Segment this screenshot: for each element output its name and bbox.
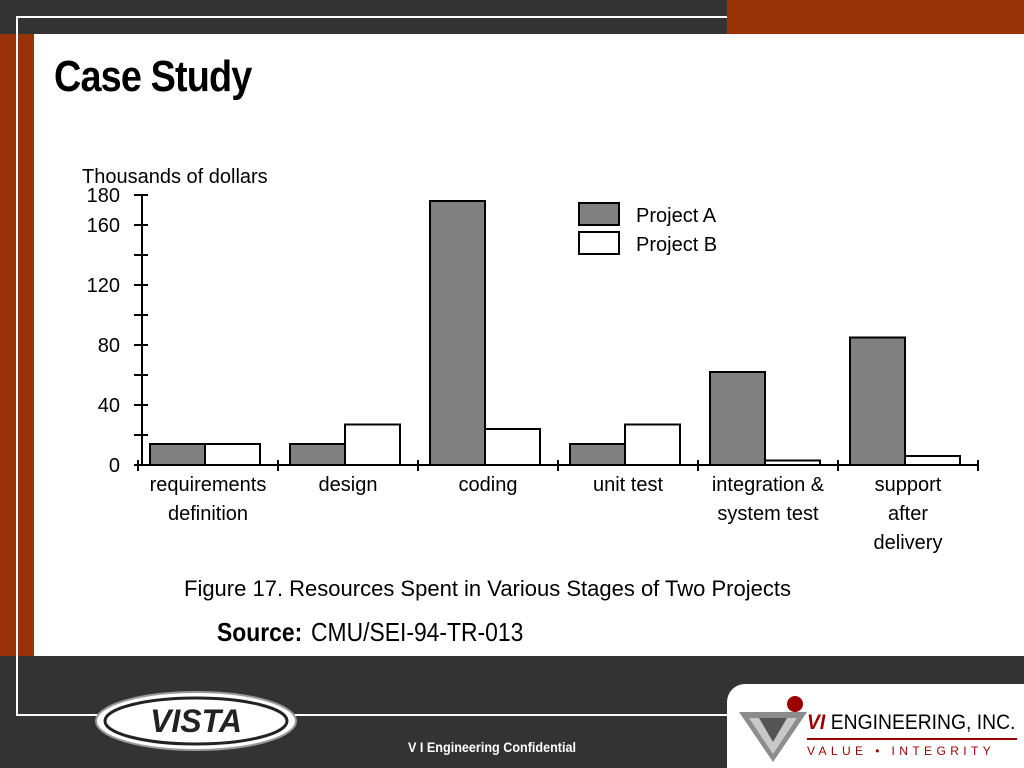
bar-project-a	[709, 371, 766, 466]
frame-line-left	[16, 16, 18, 716]
vi-triangle-icon	[739, 696, 807, 762]
vi-name-strong: VI	[807, 711, 826, 734]
bar-project-b	[344, 423, 401, 466]
bar-project-b	[624, 423, 681, 466]
x-category-label: integration &	[712, 474, 825, 496]
bar-project-a	[149, 443, 206, 466]
source-citation: Source: CMU/SEI-94-TR-013	[217, 617, 523, 648]
footer-confidential: V I Engineering Confidential	[408, 739, 577, 755]
vista-logo: VISTA	[95, 691, 297, 751]
vi-company-name: VI ENGINEERING, INC.	[807, 711, 1015, 735]
vista-logo-text: VISTA	[150, 703, 242, 739]
x-category-label: delivery	[874, 532, 943, 554]
legend-swatch	[578, 202, 620, 226]
source-text: CMU/SEI-94-TR-013	[310, 617, 524, 647]
resources-bar-chart: Thousands of dollars 0 40 80 120 160 180 requir…	[82, 166, 979, 601]
bar-project-b	[204, 443, 261, 466]
y-tick-label: 160	[87, 215, 120, 237]
source-label: Source:	[217, 617, 303, 647]
vi-tagline: VALUE • INTEGRITY	[807, 744, 996, 758]
top-accent-bar	[727, 0, 1024, 34]
vi-logo-rule	[807, 738, 1017, 740]
y-axis-title: Thousands of dollars	[82, 166, 268, 188]
frame-line-top	[16, 16, 727, 18]
x-category-label: design	[319, 474, 378, 496]
x-category-label: system test	[717, 503, 819, 525]
bar-project-a	[849, 336, 906, 466]
slide-title: Case Study	[54, 52, 252, 101]
bar-project-b	[484, 428, 541, 466]
y-tick-label: 120	[87, 275, 120, 297]
x-category-label: support	[875, 474, 942, 496]
figure-caption: Figure 17. Resources Spent in Various St…	[184, 576, 791, 601]
x-category-label: unit test	[593, 474, 663, 496]
bar-project-a	[429, 200, 486, 466]
frame-line-bottom	[16, 714, 727, 716]
x-category-label: requirements	[150, 474, 267, 496]
x-category-label: definition	[168, 503, 248, 525]
bar-project-b	[904, 455, 961, 466]
vi-name-rest: ENGINEERING, INC.	[830, 711, 1016, 734]
y-tick-label: 0	[109, 455, 120, 477]
legend-label: Project B	[636, 234, 717, 256]
legend-label: Project A	[636, 205, 717, 227]
bar-project-a	[289, 443, 346, 466]
vi-engineering-logo: VI ENGINEERING, INC. VALUE • INTEGRITY	[727, 684, 1024, 768]
legend-swatch	[578, 231, 620, 255]
bar-project-b	[764, 459, 821, 466]
x-category-label: after	[888, 503, 928, 525]
y-tick-label: 80	[98, 335, 120, 357]
bar-project-a	[569, 443, 626, 466]
y-tick-label: 40	[98, 395, 120, 417]
y-tick-label: 180	[87, 185, 120, 207]
x-category-label: coding	[459, 474, 518, 496]
